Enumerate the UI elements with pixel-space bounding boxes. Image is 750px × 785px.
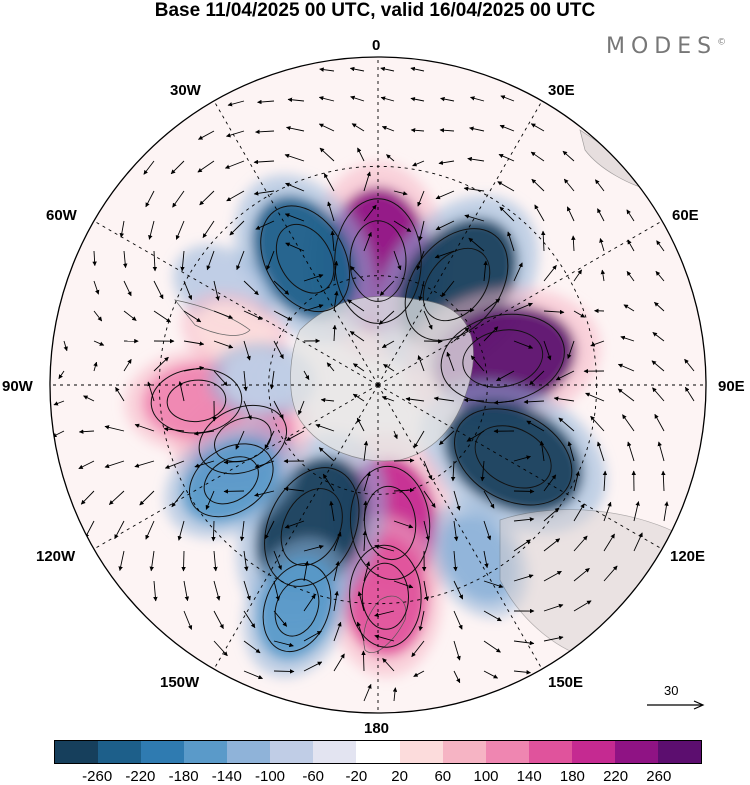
- lon-label-120w: 120W: [36, 548, 75, 565]
- colorbar-swatch: [400, 741, 443, 763]
- colorbar-tick-label: -140: [212, 768, 242, 785]
- colorbar-swatch: [356, 741, 399, 763]
- colorbar: [54, 740, 702, 764]
- colorbar-swatch: [227, 741, 270, 763]
- colorbar-swatch: [572, 741, 615, 763]
- lon-label-90w: 90W: [2, 378, 33, 395]
- lon-label-150w: 150W: [160, 674, 199, 691]
- lon-label-120e: 120E: [670, 548, 705, 565]
- colorbar-swatch: [184, 741, 227, 763]
- colorbar-tick-label: 100: [473, 768, 498, 785]
- colorbar-swatch: [529, 741, 572, 763]
- colorbar-swatch: [313, 741, 356, 763]
- colorbar-tick-label: 220: [603, 768, 628, 785]
- colorbar-swatch: [443, 741, 486, 763]
- colorbar-tick-label: -180: [169, 768, 199, 785]
- lon-label-90e: 90E: [718, 378, 745, 395]
- reference-vector-label: 30: [664, 683, 678, 698]
- colorbar-tick-label: -60: [302, 768, 324, 785]
- lon-label-60e: 60E: [672, 207, 699, 224]
- wind-arrow: [514, 491, 534, 492]
- lon-label-150e: 150E: [548, 674, 583, 691]
- colorbar-tick-label: 60: [434, 768, 451, 785]
- colorbar-swatch: [141, 741, 184, 763]
- colorbar-tick-label: 260: [646, 768, 671, 785]
- lon-label-30w: 30W: [170, 82, 201, 99]
- colorbar-tick-label: -220: [125, 768, 155, 785]
- reference-vector-arrow: [646, 698, 706, 712]
- colorbar-swatch: [486, 741, 529, 763]
- colorbar-tick-label: 140: [517, 768, 542, 785]
- lon-label-30e: 30E: [548, 82, 575, 99]
- colorbar-swatch: [658, 741, 701, 763]
- wind-arrow: [394, 460, 414, 461]
- wind-arrow: [363, 651, 364, 671]
- lon-label-60w: 60W: [46, 207, 77, 224]
- colorbar-swatch: [270, 741, 313, 763]
- lon-label-0: 0: [372, 37, 380, 54]
- colorbar-tick-label: 20: [391, 768, 408, 785]
- colorbar-swatch: [615, 741, 658, 763]
- lon-label-180: 180: [364, 720, 389, 737]
- colorbar-swatch: [55, 741, 98, 763]
- wind-arrow: [183, 551, 184, 571]
- colorbar-swatch: [98, 741, 141, 763]
- colorbar-tick-label: -20: [346, 768, 368, 785]
- colorbar-tick-label: -260: [82, 768, 112, 785]
- wind-arrow: [274, 671, 294, 672]
- colorbar-tick-label: -100: [255, 768, 285, 785]
- colorbar-tick-label: 180: [560, 768, 585, 785]
